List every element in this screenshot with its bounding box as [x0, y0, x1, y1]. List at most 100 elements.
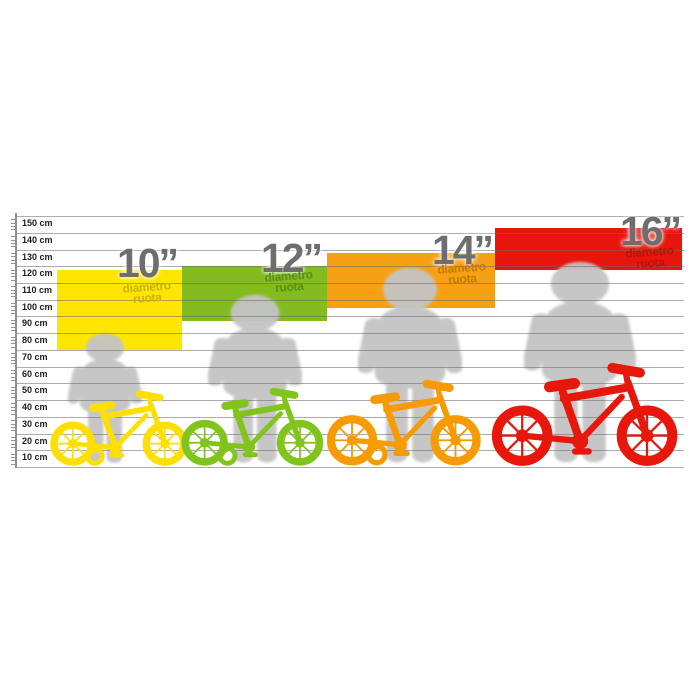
- ruler-tick: [11, 380, 15, 381]
- scale-label: 80 cm: [22, 335, 48, 346]
- gridline: [15, 333, 684, 335]
- ruler-tick: [11, 410, 15, 412]
- ruler-tick: [11, 326, 15, 328]
- ruler-tick: [11, 289, 15, 291]
- wheel-size-label-12in: 12”: [260, 235, 323, 281]
- wheel-size-label-14in: 14”: [431, 227, 494, 273]
- ruler-tick: [11, 440, 15, 442]
- ruler-tick: [11, 293, 15, 294]
- ruler-tick: [11, 403, 15, 405]
- ruler-tick: [11, 239, 15, 241]
- wheel-size-sublabel-10in: diametro ruota: [122, 278, 172, 306]
- bicycle-14-inch-icon: [321, 369, 488, 468]
- scale-label: 140 cm: [22, 234, 53, 245]
- ruler-tick: [11, 376, 15, 378]
- scale-label: 50 cm: [22, 385, 48, 396]
- ruler-tick: [11, 436, 15, 438]
- wheel-size-label-10in: 10”: [116, 240, 179, 286]
- ruler-tick: [11, 359, 15, 361]
- ruler-tick: [11, 259, 15, 261]
- ruler-tick: [11, 336, 15, 338]
- ruler-tick: [11, 420, 15, 422]
- gridline: [15, 450, 684, 452]
- wheel-size-label-16in: 16”: [619, 208, 682, 254]
- ruler-tick: [11, 443, 15, 445]
- sublabel-line2: ruota: [635, 255, 666, 271]
- bicycle-10-inch-icon: [46, 381, 193, 468]
- ruler-tick: [11, 396, 15, 398]
- gridline: [15, 283, 684, 284]
- scale-label: 20 cm: [22, 435, 48, 446]
- scale-label: 130 cm: [22, 251, 53, 262]
- ruler-line: [15, 213, 17, 468]
- ruler-tick: [11, 413, 15, 415]
- wheel-size-sublabel-12in: diametro ruota: [264, 267, 314, 295]
- ruler-tick: [11, 329, 15, 331]
- ruler-tick: [11, 296, 15, 298]
- ruler-tick: [11, 339, 15, 341]
- ruler-tick: [11, 323, 15, 325]
- gridline: [15, 249, 684, 251]
- ruler-tick: [11, 356, 15, 358]
- bicycle-12-inch-icon: [177, 378, 329, 468]
- ruler-tick: [11, 276, 15, 278]
- ruler-tick: [11, 393, 15, 395]
- gridline: [15, 467, 684, 468]
- gridline: [15, 400, 684, 402]
- wheel-size-sublabel-16in: diametro ruota: [625, 243, 675, 271]
- ruler-tick: [11, 453, 15, 455]
- ruler-tick: [11, 346, 15, 348]
- ruler-tick: [11, 303, 15, 304]
- scale-label: 60 cm: [22, 368, 48, 379]
- bicycle-16-inch-icon: [486, 350, 685, 469]
- ruler-tick: [11, 269, 15, 271]
- ruler-tick: [11, 256, 15, 258]
- ruler-tick: [11, 286, 15, 288]
- gridline: [15, 433, 684, 435]
- gridline: [15, 216, 684, 217]
- ruler-tick: [11, 246, 15, 248]
- wheel-size-sublabel-14in: diametro ruota: [437, 259, 487, 287]
- ruler-tick: [11, 370, 15, 371]
- scale-label: 150 cm: [22, 218, 53, 228]
- ruler-tick: [11, 426, 15, 428]
- ruler-tick: [11, 373, 15, 375]
- ruler-tick: [11, 279, 15, 281]
- scale-label: 70 cm: [22, 351, 48, 362]
- ruler-tick: [11, 242, 15, 244]
- ruler-tick: [11, 406, 15, 408]
- ruler-tick: [11, 423, 15, 425]
- ruler-tick: [11, 226, 15, 228]
- ruler-tick: [11, 446, 15, 448]
- ruler-tick: [11, 309, 15, 311]
- ruler-tick: [11, 222, 15, 224]
- ruler-tick: [11, 319, 15, 321]
- size-block-10in: [57, 269, 182, 350]
- ruler-tick: [11, 313, 15, 315]
- ruler-tick: [11, 430, 15, 432]
- gridline: [15, 299, 684, 301]
- ruler-tick: [11, 236, 15, 238]
- gridline: [15, 349, 684, 351]
- gridline: [15, 383, 684, 385]
- scale-label: 40 cm: [22, 402, 48, 413]
- sublabel-line2: ruota: [274, 279, 305, 295]
- ruler-tick: [11, 219, 15, 221]
- ruler-tick: [11, 306, 15, 308]
- gridline: [15, 316, 684, 318]
- ruler-tick: [11, 457, 15, 458]
- gridline: [15, 366, 684, 368]
- ruler-tick: [11, 262, 15, 264]
- ruler-tick: [11, 463, 15, 465]
- scale-label: 30 cm: [22, 418, 48, 429]
- ruler-tick: [11, 390, 15, 391]
- ruler-tick: [11, 363, 15, 365]
- ruler-tick: [11, 272, 15, 274]
- scale-label: 90 cm: [22, 318, 48, 329]
- gridline: [15, 266, 684, 268]
- scale-label: 100 cm: [22, 301, 53, 312]
- scale-label: 110 cm: [22, 285, 53, 295]
- sublabel-line2: ruota: [447, 271, 478, 287]
- sublabel-line2: ruota: [132, 290, 163, 306]
